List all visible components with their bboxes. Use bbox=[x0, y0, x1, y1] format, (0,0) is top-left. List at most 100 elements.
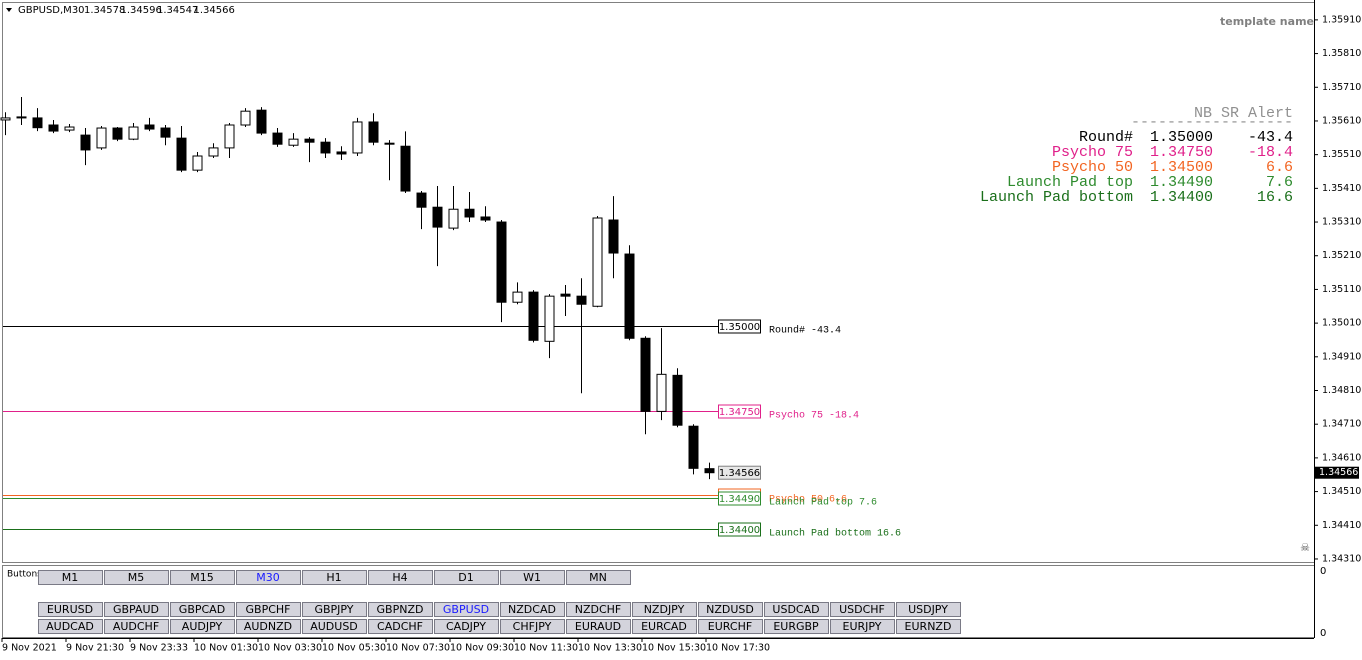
pair-button-label[interactable]: EURNZD bbox=[905, 620, 952, 633]
pair-button-label[interactable]: CHFJPY bbox=[513, 620, 552, 633]
pair-button-bg[interactable] bbox=[368, 619, 433, 634]
pair-button[interactable]: GBPCHF bbox=[236, 602, 301, 617]
pair-button-bg[interactable] bbox=[302, 619, 367, 634]
timeframe-button-label[interactable]: H1 bbox=[326, 571, 341, 584]
pair-button-bg[interactable] bbox=[830, 619, 895, 634]
pair-button[interactable]: AUDUSD bbox=[302, 619, 367, 634]
pair-button[interactable]: CHFJPY bbox=[500, 619, 565, 634]
pair-button[interactable]: AUDCAD bbox=[38, 619, 103, 634]
pair-button-bg[interactable] bbox=[368, 602, 433, 617]
pair-button-bg[interactable] bbox=[500, 619, 565, 634]
pair-button-label[interactable]: GBPCAD bbox=[179, 603, 225, 616]
pair-button[interactable]: GBPNZD bbox=[368, 602, 433, 617]
pair-button[interactable]: AUDCHF bbox=[104, 619, 169, 634]
pair-button-bg[interactable] bbox=[566, 602, 631, 617]
pair-button-label[interactable]: AUDJPY bbox=[182, 620, 223, 633]
pair-button-label[interactable]: CADCHF bbox=[377, 620, 423, 633]
timeframe-button-label[interactable]: M15 bbox=[190, 571, 214, 584]
timeframe-button[interactable]: H1 bbox=[302, 570, 367, 585]
pair-button-bg[interactable] bbox=[632, 619, 697, 634]
pair-button[interactable]: GBPJPY bbox=[302, 602, 367, 617]
pair-button-bg[interactable] bbox=[896, 602, 961, 617]
pair-button[interactable]: AUDJPY bbox=[170, 619, 235, 634]
timeframe-button[interactable]: H4 bbox=[368, 570, 433, 585]
pair-button[interactable]: EURAUD bbox=[566, 619, 631, 634]
timeframe-button-label[interactable]: D1 bbox=[458, 571, 473, 584]
pair-button-label[interactable]: GBPNZD bbox=[377, 603, 424, 616]
pair-button-bg[interactable] bbox=[236, 602, 301, 617]
timeframe-button[interactable]: W1 bbox=[500, 570, 565, 585]
timeframe-button-bg[interactable] bbox=[104, 570, 169, 585]
pair-button[interactable]: AUDNZD bbox=[236, 619, 301, 634]
timeframe-button-label[interactable]: M30 bbox=[256, 571, 280, 584]
pair-button-bg[interactable] bbox=[566, 619, 631, 634]
pair-button-label[interactable]: GBPUSD bbox=[443, 603, 489, 616]
pair-button-label[interactable]: CADJPY bbox=[446, 620, 486, 633]
pair-button-label[interactable]: EURCHF bbox=[708, 620, 752, 633]
pair-button-bg[interactable] bbox=[236, 619, 301, 634]
timeframe-button-label[interactable]: MN bbox=[589, 571, 607, 584]
pair-button-label[interactable]: EURAUD bbox=[575, 620, 621, 633]
pair-button-label[interactable]: EURUSD bbox=[47, 603, 93, 616]
pair-button-bg[interactable] bbox=[170, 619, 235, 634]
pair-button-bg[interactable] bbox=[434, 602, 499, 617]
timeframe-button-label[interactable]: H4 bbox=[392, 571, 407, 584]
menu-arrow[interactable] bbox=[6, 8, 12, 12]
timeframe-button-bg[interactable] bbox=[302, 570, 367, 585]
pair-button-label[interactable]: AUDCHF bbox=[113, 620, 159, 633]
pair-button-label[interactable]: EURCAD bbox=[641, 620, 687, 633]
pair-button[interactable]: NZDCAD bbox=[500, 602, 565, 617]
pair-button-bg[interactable] bbox=[302, 602, 367, 617]
pair-button-bg[interactable] bbox=[764, 619, 829, 634]
pair-button[interactable]: USDCHF bbox=[830, 602, 895, 617]
pair-button-label[interactable]: EURGBP bbox=[773, 620, 819, 633]
pair-button-bg[interactable] bbox=[830, 602, 895, 617]
pair-button-bg[interactable] bbox=[170, 602, 235, 617]
pair-button-bg[interactable] bbox=[698, 619, 763, 634]
pair-button-bg[interactable] bbox=[38, 619, 103, 634]
pair-button[interactable]: EURUSD bbox=[38, 602, 103, 617]
timeframe-button-bg[interactable] bbox=[38, 570, 103, 585]
timeframe-button-bg[interactable] bbox=[368, 570, 433, 585]
timeframe-button[interactable]: M30 bbox=[236, 570, 301, 585]
pair-button[interactable]: EURGBP bbox=[764, 619, 829, 634]
pair-button[interactable]: GBPCAD bbox=[170, 602, 235, 617]
pair-button[interactable]: CADCHF bbox=[368, 619, 433, 634]
pair-button-bg[interactable] bbox=[764, 602, 829, 617]
timeframe-button-label[interactable]: M1 bbox=[62, 571, 79, 584]
pair-button-label[interactable]: NZDJPY bbox=[644, 603, 685, 616]
pair-button-label[interactable]: GBPAUD bbox=[113, 603, 159, 616]
timeframe-button[interactable]: M15 bbox=[170, 570, 235, 585]
pair-button-bg[interactable] bbox=[104, 602, 169, 617]
pair-button[interactable]: EURNZD bbox=[896, 619, 961, 634]
timeframe-button-bg[interactable] bbox=[566, 570, 631, 585]
pair-button[interactable]: EURCAD bbox=[632, 619, 697, 634]
pair-button-bg[interactable] bbox=[38, 602, 103, 617]
pair-button-bg[interactable] bbox=[434, 619, 499, 634]
pair-button[interactable]: NZDCHF bbox=[566, 602, 631, 617]
timeframe-button-label[interactable]: M5 bbox=[128, 571, 145, 584]
timeframe-button-bg[interactable] bbox=[236, 570, 301, 585]
pair-button-label[interactable]: NZDCHF bbox=[575, 603, 622, 616]
timeframe-button[interactable]: M1 bbox=[38, 570, 103, 585]
timeframe-button-bg[interactable] bbox=[170, 570, 235, 585]
pair-button[interactable]: USDJPY bbox=[896, 602, 961, 617]
pair-button-label[interactable]: USDCHF bbox=[839, 603, 885, 616]
pair-button-label[interactable]: NZDCAD bbox=[508, 603, 556, 616]
pair-button-label[interactable]: AUDUSD bbox=[310, 620, 358, 633]
pair-button-label[interactable]: GBPCHF bbox=[246, 603, 291, 616]
pair-button[interactable]: GBPUSD bbox=[434, 602, 499, 617]
timeframe-button[interactable]: MN bbox=[566, 570, 631, 585]
timeframe-button-bg[interactable] bbox=[434, 570, 499, 585]
pair-button-bg[interactable] bbox=[500, 602, 565, 617]
pair-button-label[interactable]: EURJPY bbox=[843, 620, 882, 633]
timeframe-button[interactable]: M5 bbox=[104, 570, 169, 585]
pair-button-label[interactable]: USDJPY bbox=[908, 603, 948, 616]
pair-button-label[interactable]: NZDUSD bbox=[706, 603, 754, 616]
pair-button-bg[interactable] bbox=[632, 602, 697, 617]
pair-button-bg[interactable] bbox=[104, 619, 169, 634]
timeframe-button[interactable]: D1 bbox=[434, 570, 499, 585]
pair-button[interactable]: NZDJPY bbox=[632, 602, 697, 617]
pair-button[interactable]: EURCHF bbox=[698, 619, 763, 634]
pair-button[interactable]: NZDUSD bbox=[698, 602, 763, 617]
